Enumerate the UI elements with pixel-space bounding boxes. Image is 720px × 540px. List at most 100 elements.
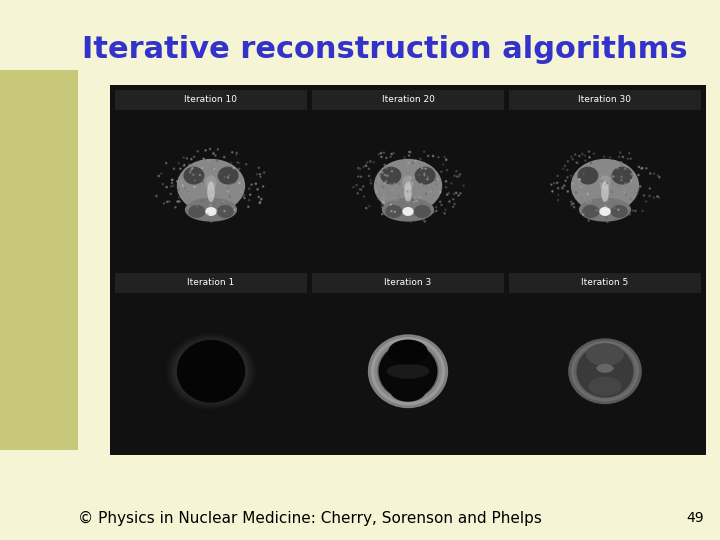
Point: [243, 184, 255, 193]
Point: [354, 165, 366, 173]
Point: [572, 159, 583, 167]
Point: [441, 156, 452, 164]
Point: [414, 193, 426, 201]
Point: [619, 185, 631, 194]
Point: [624, 207, 635, 216]
Point: [219, 173, 230, 181]
Ellipse shape: [164, 332, 258, 411]
Ellipse shape: [166, 333, 256, 409]
Point: [243, 202, 254, 211]
Point: [418, 169, 430, 178]
Ellipse shape: [174, 340, 248, 403]
Point: [174, 164, 186, 173]
Point: [552, 196, 564, 205]
Point: [217, 198, 229, 206]
Point: [375, 149, 387, 158]
Point: [233, 159, 245, 167]
Point: [204, 156, 215, 165]
Point: [174, 173, 186, 181]
Point: [441, 191, 453, 199]
Point: [179, 184, 191, 193]
Point: [371, 187, 382, 196]
Point: [546, 180, 557, 189]
Point: [636, 164, 647, 173]
Point: [405, 218, 417, 226]
Point: [173, 185, 184, 194]
Ellipse shape: [374, 340, 442, 402]
Point: [403, 151, 415, 160]
Point: [654, 173, 665, 181]
Ellipse shape: [186, 350, 236, 393]
Point: [380, 206, 392, 215]
Point: [257, 182, 269, 191]
Point: [377, 183, 388, 191]
Point: [631, 188, 643, 197]
Point: [210, 151, 221, 160]
Point: [567, 199, 579, 208]
Point: [575, 177, 586, 186]
Point: [433, 153, 444, 161]
Point: [408, 196, 419, 205]
Point: [640, 197, 652, 206]
Point: [204, 201, 216, 210]
Text: © Physics in Nuclear Medicine: Cherry, Sorenson and Phelps: © Physics in Nuclear Medicine: Cherry, S…: [78, 510, 542, 525]
Point: [197, 164, 208, 172]
Point: [565, 172, 577, 180]
Point: [576, 194, 588, 202]
Point: [426, 195, 438, 204]
Ellipse shape: [415, 167, 436, 185]
Point: [451, 172, 463, 181]
Point: [425, 187, 436, 195]
Point: [427, 191, 438, 199]
Point: [552, 172, 563, 180]
Point: [211, 156, 222, 165]
Point: [181, 154, 193, 163]
Ellipse shape: [390, 379, 426, 402]
Point: [644, 192, 655, 200]
Point: [184, 168, 196, 177]
Ellipse shape: [217, 167, 238, 185]
Point: [254, 170, 266, 179]
Point: [388, 148, 400, 157]
Point: [602, 195, 613, 204]
Point: [617, 153, 629, 161]
Point: [378, 148, 390, 157]
Point: [192, 202, 203, 211]
Point: [627, 206, 639, 215]
Point: [364, 202, 375, 211]
Point: [626, 176, 637, 185]
Point: [613, 205, 624, 214]
Point: [219, 153, 230, 161]
Point: [566, 152, 577, 161]
Point: [585, 197, 597, 205]
Point: [364, 172, 375, 180]
Point: [567, 200, 578, 208]
Point: [431, 203, 442, 212]
Point: [583, 147, 595, 156]
Point: [364, 157, 376, 166]
Point: [447, 202, 459, 211]
Ellipse shape: [385, 205, 402, 218]
Point: [240, 160, 252, 168]
Ellipse shape: [577, 167, 598, 185]
Point: [233, 179, 245, 187]
Point: [574, 152, 585, 160]
Point: [166, 179, 178, 187]
Point: [384, 152, 396, 161]
Point: [602, 218, 613, 226]
Ellipse shape: [588, 376, 621, 396]
Point: [578, 168, 590, 177]
Ellipse shape: [173, 339, 249, 404]
Point: [644, 169, 656, 178]
Ellipse shape: [571, 341, 639, 402]
Point: [356, 185, 367, 194]
Point: [232, 158, 243, 167]
Ellipse shape: [577, 345, 634, 397]
Ellipse shape: [374, 159, 442, 213]
Point: [600, 202, 611, 211]
Point: [557, 182, 569, 191]
Point: [582, 199, 594, 207]
Point: [416, 179, 428, 188]
Ellipse shape: [379, 344, 438, 399]
Point: [418, 216, 430, 225]
